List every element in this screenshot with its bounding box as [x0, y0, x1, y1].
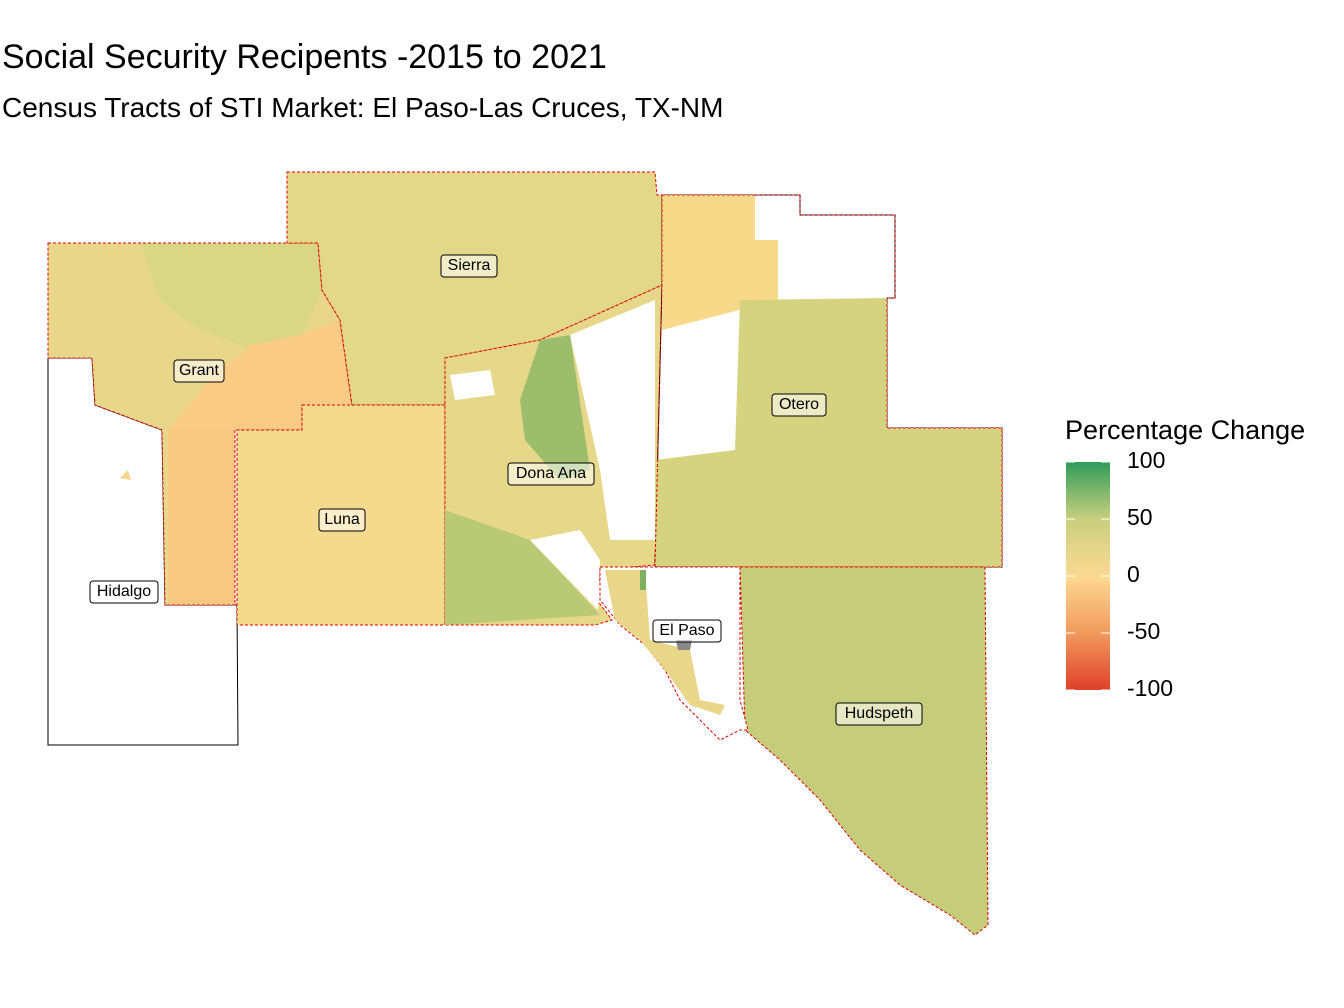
county-label: Dona Ana [516, 465, 586, 482]
subtitle: Census Tracts of STI Market: El Paso-Las… [2, 92, 723, 123]
county-label: Grant [179, 362, 220, 379]
county-label: Luna [324, 511, 360, 528]
county-labels: Sierra Grant Otero Dona Ana Luna Hidalgo… [89, 254, 923, 726]
map-shapes [47, 171, 1003, 936]
legend-tick-label: 100 [1127, 447, 1165, 473]
county-label: El Paso [659, 622, 714, 639]
legend-title: Percentage Change [1065, 415, 1305, 445]
county-label: Otero [779, 396, 819, 413]
legend-tick-label: -50 [1127, 618, 1160, 644]
county-shape [739, 566, 989, 936]
legend-tick-label: 50 [1127, 504, 1153, 530]
county-label: Hidalgo [97, 583, 151, 600]
title: Social Security Recipents -2015 to 2021 [2, 38, 607, 76]
legend-tick-label: -100 [1127, 675, 1173, 701]
legend-tick-label: 0 [1127, 561, 1140, 587]
county-label: Sierra [448, 257, 491, 274]
legend: Percentage Change -100 -50 0 50 100 [1065, 415, 1305, 701]
county-label: Hudspeth [845, 705, 914, 722]
